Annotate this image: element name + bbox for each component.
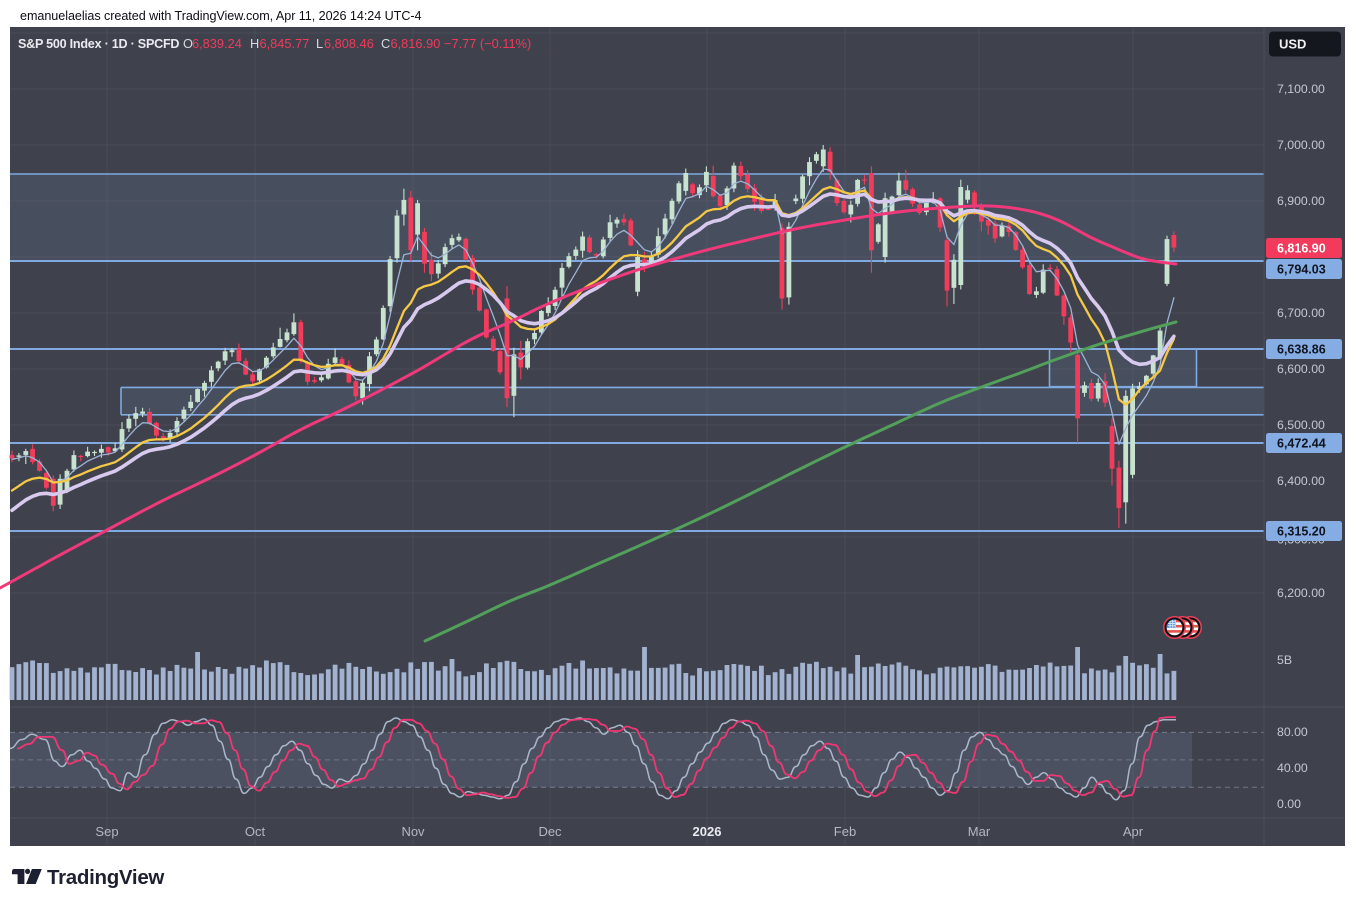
- svg-text:Oct: Oct: [245, 824, 266, 839]
- svg-text:6,816.90: 6,816.90: [391, 36, 441, 51]
- svg-text:80.00: 80.00: [1277, 725, 1308, 739]
- svg-text:6,600.00: 6,600.00: [1277, 362, 1325, 376]
- svg-text:7,000.00: 7,000.00: [1277, 138, 1325, 152]
- svg-text:7,100.00: 7,100.00: [1277, 82, 1325, 96]
- svg-text:Sep: Sep: [95, 824, 118, 839]
- svg-text:6,900.00: 6,900.00: [1277, 194, 1325, 208]
- svg-text:O: O: [183, 36, 193, 51]
- svg-text:6,200.00: 6,200.00: [1277, 586, 1325, 600]
- svg-text:5B: 5B: [1277, 653, 1292, 667]
- svg-text:Apr: Apr: [1123, 824, 1144, 839]
- svg-text:S&P 500 Index · 1D · SPCFD: S&P 500 Index · 1D · SPCFD: [18, 37, 179, 51]
- svg-text:C: C: [381, 36, 390, 51]
- svg-text:6,400.00: 6,400.00: [1277, 474, 1325, 488]
- svg-text:−7.77 (−0.11%): −7.77 (−0.11%): [444, 36, 531, 51]
- svg-text:6,808.46: 6,808.46: [324, 36, 374, 51]
- svg-text:6,839.24: 6,839.24: [192, 36, 242, 51]
- svg-text:Dec: Dec: [538, 824, 562, 839]
- svg-text:Nov: Nov: [401, 824, 425, 839]
- svg-text:6,638.86: 6,638.86: [1277, 342, 1326, 356]
- svg-text:TradingView: TradingView: [47, 866, 164, 889]
- svg-text:H: H: [250, 36, 259, 51]
- svg-text:6,816.90: 6,816.90: [1277, 241, 1326, 255]
- svg-text:L: L: [316, 36, 323, 51]
- svg-text:Mar: Mar: [968, 824, 991, 839]
- svg-text:6,794.03: 6,794.03: [1277, 262, 1326, 276]
- svg-text:0.00: 0.00: [1277, 797, 1301, 811]
- svg-text:6,472.44: 6,472.44: [1277, 436, 1326, 450]
- svg-text:Feb: Feb: [834, 824, 856, 839]
- svg-text:2026: 2026: [693, 824, 722, 839]
- svg-text:6,700.00: 6,700.00: [1277, 306, 1325, 320]
- svg-text:6,845.77: 6,845.77: [260, 36, 310, 51]
- svg-text:6,500.00: 6,500.00: [1277, 418, 1325, 432]
- svg-text:6,315.20: 6,315.20: [1277, 524, 1326, 538]
- svg-text:40.00: 40.00: [1277, 761, 1308, 775]
- svg-text:emanuelaelias created with Tra: emanuelaelias created with TradingView.c…: [20, 9, 422, 23]
- svg-text:USD: USD: [1279, 37, 1306, 52]
